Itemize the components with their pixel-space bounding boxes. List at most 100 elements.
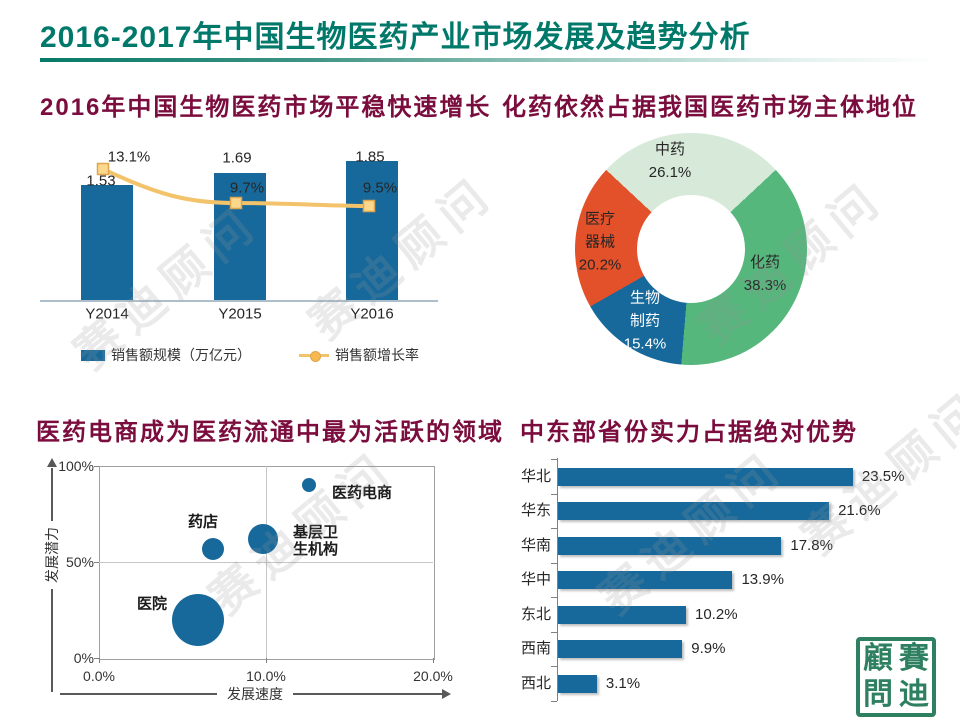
axis-tick xyxy=(551,493,557,495)
bubble-label-医药电商: 医药电商 xyxy=(332,484,393,502)
donut-label-医疗器械: 医疗 器械 20.2% xyxy=(578,210,622,274)
category-label: Y2016 xyxy=(350,305,394,323)
region-label-华中: 华中 xyxy=(520,571,551,588)
line-series-swatch xyxy=(299,350,329,362)
seal-char: 賽 xyxy=(899,642,929,675)
seal-char: 問 xyxy=(863,678,893,711)
y-tick xyxy=(94,658,99,659)
market-structure-donut: 中药 26.1% 化药 38.3% 生物 制药 15.4% 医疗 器械 20.2% xyxy=(575,133,807,365)
bar-value-label: 1.69 xyxy=(222,149,252,167)
region-value-华北: 23.5% xyxy=(861,467,905,485)
line-value-label: 9.5% xyxy=(362,179,398,197)
donut-label-化药: 化药 38.3% xyxy=(743,254,787,294)
growth-rate-line xyxy=(96,162,376,213)
y-tick-label: 0% xyxy=(73,650,94,666)
category-label: Y2015 xyxy=(218,305,262,323)
page-title: 2016-2017年中国生物医药产业市场发展及趋势分析 xyxy=(40,21,751,54)
seal-char: 顧 xyxy=(863,642,893,675)
line-series-label: 销售额增长率 xyxy=(335,347,419,363)
donut-ring xyxy=(575,133,807,365)
value-axis-baseline xyxy=(40,300,438,302)
region-label-华南: 华南 xyxy=(520,536,551,554)
axis-tick xyxy=(551,528,557,529)
bar-series-label: 销售额规模（万亿元） xyxy=(111,347,251,363)
x-tick xyxy=(266,658,267,663)
bar-value-label: 1.85 xyxy=(355,148,385,166)
region-label-华东: 华东 xyxy=(520,502,551,519)
bar-Y2016 xyxy=(346,161,398,300)
chart1-legend: 销售额规模（万亿元） 销售额增长率 xyxy=(40,345,460,365)
line-value-label: 13.1% xyxy=(107,148,151,166)
bar-series-swatch xyxy=(81,349,105,361)
axis-tick xyxy=(551,631,557,633)
axis-tick xyxy=(551,459,557,460)
bubble-基层卫生机构 xyxy=(247,523,278,554)
plot-area xyxy=(99,466,435,660)
axis-tick xyxy=(551,666,557,667)
region-value-东北: 10.2% xyxy=(695,605,738,623)
line-value-label: 9.7% xyxy=(229,179,265,197)
region-bar-西北 xyxy=(558,674,597,693)
y-tick xyxy=(94,562,99,563)
chart4-title: 中东部省份实力占据绝对优势 xyxy=(520,419,858,446)
line-marker-2 xyxy=(362,199,376,213)
bubble-医药电商 xyxy=(302,478,317,493)
bar-Y2015 xyxy=(214,173,266,300)
chart1-title: 2016年中国生物医药市场平稳快速增长 xyxy=(40,94,492,121)
sales-combo-chart: 销售额规模（万亿元） 销售额增长率 Y2014 Y2015 Y2016 1.53 1.6… xyxy=(40,140,460,375)
region-value-华东: 21.6% xyxy=(838,502,881,519)
title-divider xyxy=(40,58,928,62)
region-label-西北: 西北 xyxy=(520,674,551,692)
chart2-title: 化药依然占据我国医药市场主体地位 xyxy=(502,94,918,121)
y-tick xyxy=(94,466,99,467)
region-bar-chart: 华北 23.5% 华东 21.6% 华南 17.8% 华中 13.9% 东北 10.2% 西南 9.9… xyxy=(505,455,957,705)
region-bar-西南 xyxy=(558,640,683,658)
bar-value-label: 1.53 xyxy=(86,172,116,190)
x-tick-label: 20.0% xyxy=(413,668,453,684)
legend-item-bar: 销售额规模（万亿元） xyxy=(81,345,251,365)
bubble-label-基层卫生机构: 基层卫 生机构 xyxy=(293,524,339,558)
circulation-bubble-chart: 发展潜力 发展速度 0% 50% 100% 0.0% 10.0% 20.0% 医院 药店 基层卫… xyxy=(30,440,470,715)
x-tick-label: 10.0% xyxy=(246,668,286,684)
region-bar-华东 xyxy=(558,502,830,520)
region-value-西北: 3.1% xyxy=(605,674,641,692)
bar-Y2014 xyxy=(81,185,133,300)
line-marker-1 xyxy=(229,196,243,210)
line-marker-0 xyxy=(96,162,110,176)
region-label-东北: 东北 xyxy=(520,605,551,623)
donut-label-中药: 中药 26.1% xyxy=(648,141,692,181)
bubble-label-医院: 医院 xyxy=(136,595,168,613)
bubble-label-药店: 药店 xyxy=(187,513,219,531)
region-value-西南: 9.9% xyxy=(691,640,726,657)
axis-tick xyxy=(551,700,557,702)
category-axis-line xyxy=(557,458,558,701)
region-bar-华中 xyxy=(558,571,733,589)
region-bar-华南 xyxy=(558,536,782,555)
axis-tick xyxy=(551,562,557,564)
region-bar-华北 xyxy=(558,467,853,486)
x-axis-arrow-icon xyxy=(442,689,451,699)
y-tick-label: 100% xyxy=(58,458,94,474)
y-axis-title: 发展潜力 xyxy=(42,521,62,589)
y-axis-arrow-icon xyxy=(47,458,57,467)
y-tick-label: 50% xyxy=(65,554,94,570)
chart3-title: 医药电商成为医药流通中最为活跃的领域 xyxy=(36,419,504,446)
region-label-华北: 华北 xyxy=(520,467,551,485)
region-bar-东北 xyxy=(558,605,686,624)
donut-label-生物制药: 生物 制药 15.4% xyxy=(623,289,667,353)
company-seal: 顧 賽 問 迪 xyxy=(856,637,936,717)
gridline-horizontal xyxy=(99,562,433,563)
bubble-医院 xyxy=(171,593,224,646)
x-tick-label: 0.0% xyxy=(83,668,115,684)
legend-item-line: 销售额增长率 xyxy=(299,345,419,365)
seal-char: 迪 xyxy=(899,678,929,711)
x-tick xyxy=(99,658,100,663)
region-label-西南: 西南 xyxy=(520,640,551,657)
bubble-药店 xyxy=(201,537,224,560)
category-label: Y2014 xyxy=(85,305,129,323)
region-value-华中: 13.9% xyxy=(741,571,784,588)
axis-tick xyxy=(551,597,557,598)
x-tick xyxy=(433,658,434,663)
region-value-华南: 17.8% xyxy=(790,536,833,554)
